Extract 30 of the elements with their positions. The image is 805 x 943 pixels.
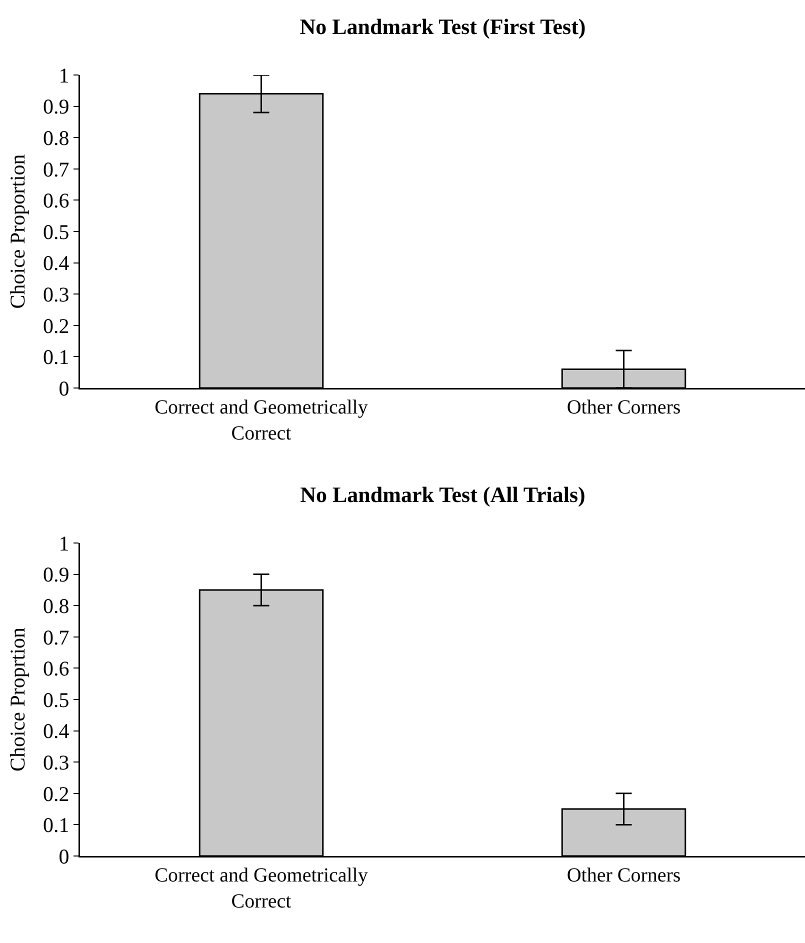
y-tick-label: 0.6 [43,656,70,681]
y-tick-label: 0 [58,844,70,868]
y-tick-label: 0.3 [43,750,70,774]
y-tick-label: 0.2 [43,314,70,338]
y-tick-label: 0.9 [43,94,70,119]
y-tick-label: 0.4 [43,719,70,744]
x-tick-label: Correct and Geometrically Correct [154,396,368,444]
y-axis-title: Choice Proportion [5,154,30,309]
y-tick-label: 0.5 [43,688,70,712]
y-tick-label: 0.4 [43,251,70,276]
y-tick-label: 0.5 [43,220,70,244]
y-tick-label: 0.9 [43,562,70,587]
y-tick-label: 0.3 [43,282,70,306]
x-tick-label: Other Corners [566,864,681,886]
y-tick-label: 0.8 [43,126,70,150]
chart-title: No Landmark Test (First Test) [300,14,586,40]
y-tick-label: 0.6 [43,188,70,213]
x-tick-label: Other Corners [566,396,681,418]
chart-title: No Landmark Test (All Trials) [300,482,586,508]
y-tick-label: 0.1 [43,345,70,370]
y-tick-label: 0.8 [43,594,70,618]
y-tick-label: 0.7 [43,157,70,182]
x-tick-label: Correct and Geometrically Correct [154,864,368,912]
y-tick-label: 1 [58,531,70,556]
y-tick-label: 0.1 [43,813,70,838]
y-axis-title: Choice Proprtion [5,626,30,772]
y-tick-label: 1 [58,63,70,88]
y-tick-label: 0 [58,376,70,400]
y-tick-label: 0.2 [43,782,70,806]
y-tick-label: 0.7 [43,625,70,650]
